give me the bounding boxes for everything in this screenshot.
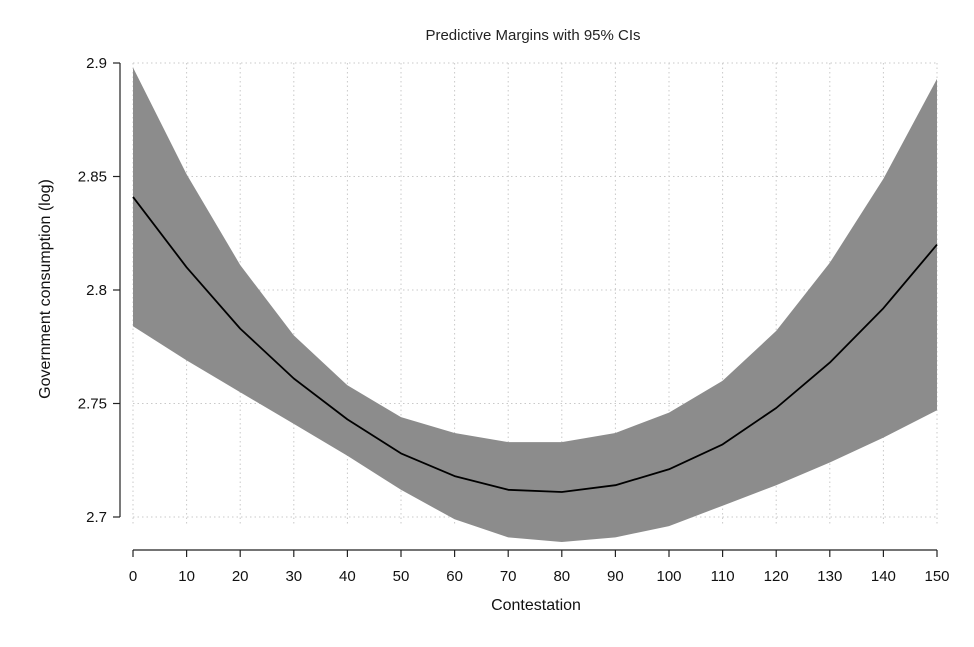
y-axis-label: Government consumption (log) bbox=[37, 179, 54, 399]
x-tick-label: 140 bbox=[871, 568, 896, 585]
x-tick-label: 110 bbox=[711, 568, 735, 585]
chart-title: Predictive Margins with 95% CIs bbox=[425, 27, 640, 44]
confidence-band bbox=[133, 67, 937, 542]
x-tick-label: 90 bbox=[607, 568, 624, 585]
x-axis-label: Contestation bbox=[491, 597, 581, 614]
confidence-band-layer bbox=[133, 67, 937, 542]
x-tick-label: 30 bbox=[285, 568, 302, 585]
predictive-margin-line bbox=[132, 196, 938, 493]
x-tick-label: 100 bbox=[656, 568, 681, 585]
y-tick-label: 2.8 bbox=[86, 282, 107, 299]
x-tick-label: 80 bbox=[553, 568, 570, 585]
x-tick-label: 150 bbox=[924, 568, 949, 585]
x-tick-label: 40 bbox=[339, 568, 356, 585]
x-axis-ticks: 0 10 20 30 40 50 60 70 80 90 100 110 120 130 140 150 bbox=[129, 550, 950, 585]
x-tick-label: 20 bbox=[232, 568, 249, 585]
x-tick-label: 60 bbox=[446, 568, 463, 585]
y-axis-ticks: 2.7 2.75 2.8 2.85 2.9 bbox=[78, 55, 120, 526]
y-tick-label: 2.7 bbox=[86, 509, 107, 526]
y-tick-label: 2.75 bbox=[78, 396, 107, 413]
x-tick-label: 130 bbox=[817, 568, 842, 585]
y-tick-label: 2.9 bbox=[86, 55, 107, 72]
x-tick-label: 0 bbox=[129, 568, 137, 585]
x-tick-label: 70 bbox=[500, 568, 517, 585]
x-tick-label: 50 bbox=[393, 568, 410, 585]
x-tick-label: 10 bbox=[178, 568, 195, 585]
y-tick-label: 2.85 bbox=[78, 169, 107, 186]
x-tick-label: 120 bbox=[764, 568, 789, 585]
margin-line-layer bbox=[132, 196, 938, 493]
